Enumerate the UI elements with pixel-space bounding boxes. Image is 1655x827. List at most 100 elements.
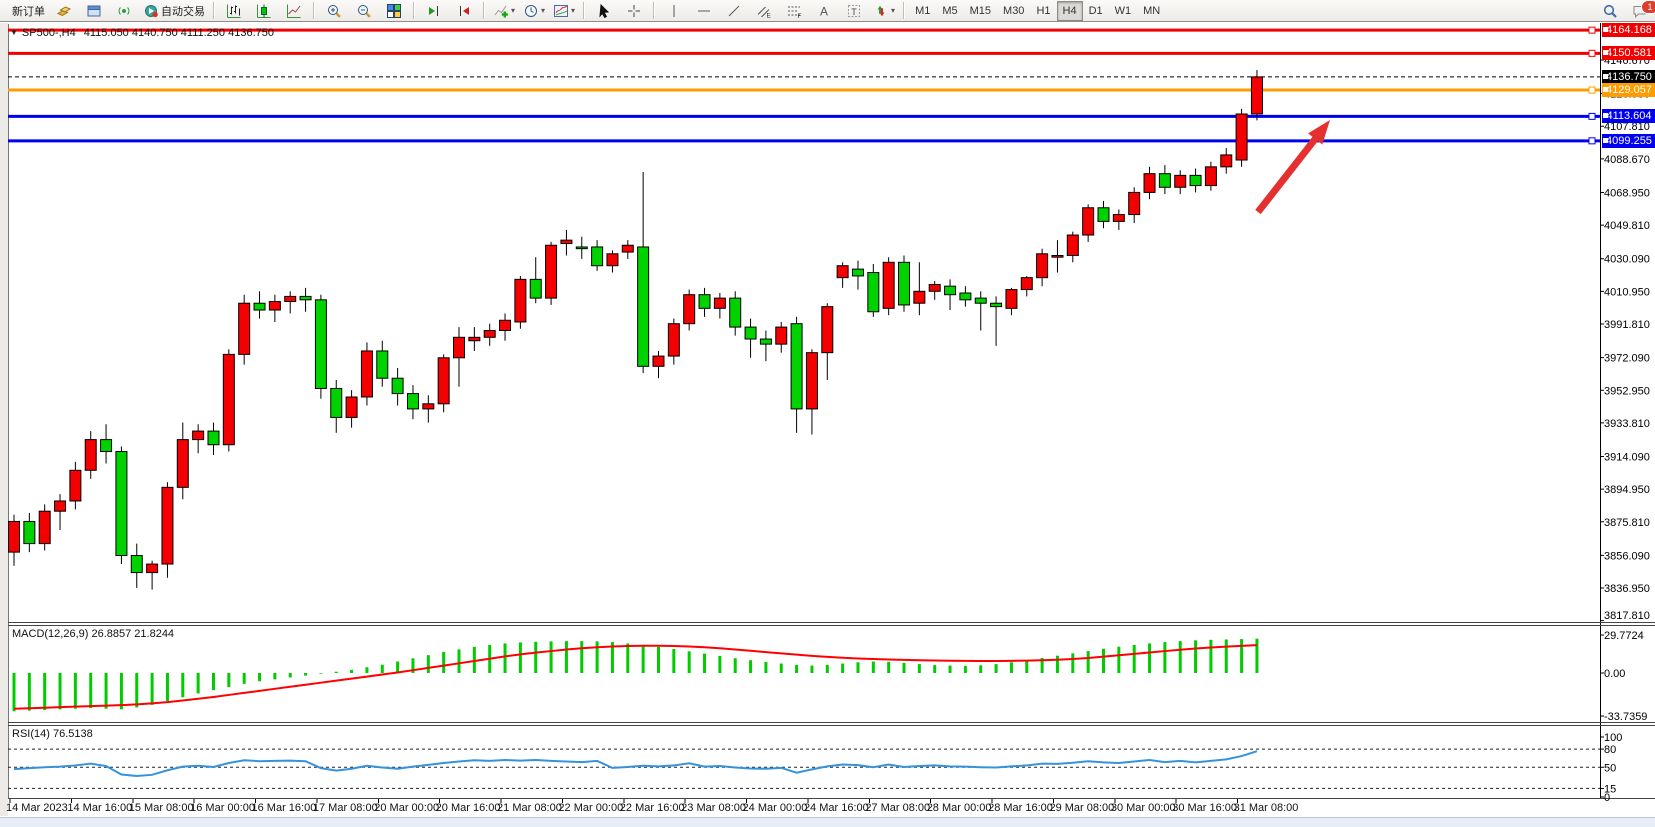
chevron-down-icon: ▾ xyxy=(571,6,576,15)
equidistant-channel-button[interactable]: E xyxy=(749,0,779,22)
horizontal-line-button[interactable] xyxy=(689,0,719,22)
chart-shift-button[interactable] xyxy=(419,0,449,22)
indicators-button[interactable]: ▾ xyxy=(489,0,519,22)
time-axis: 14 Mar 2023 14 Mar 16:00 15 Mar 08:00 16 Ma… xyxy=(0,801,1655,816)
time-label: 23 Mar 08:00 xyxy=(681,802,746,814)
svg-text:-33.7359: -33.7359 xyxy=(1604,711,1647,723)
macd-panel[interactable] xyxy=(12,638,1259,712)
chart-menu-icon[interactable]: ▼ xyxy=(10,28,18,37)
svg-text:4030.090: 4030.090 xyxy=(1604,254,1650,266)
time-label: 17 Mar 08:00 xyxy=(312,802,378,814)
timeframe-h1-button[interactable]: H1 xyxy=(1036,4,1051,17)
price-badge-4129.057: 4129.057 xyxy=(1602,83,1655,98)
auto-trading-button[interactable]: 自动交易 xyxy=(139,0,209,22)
cursor-button[interactable] xyxy=(589,0,619,22)
time-label: 21 Mar 08:00 xyxy=(497,802,562,814)
auto-trading-icon xyxy=(143,3,159,19)
price-badge-4136.750: 4136.750 xyxy=(1602,69,1655,84)
trend-arrow[interactable] xyxy=(1255,120,1330,215)
line-chart-button[interactable] xyxy=(279,0,309,22)
svg-text:3836.950: 3836.950 xyxy=(1604,583,1650,595)
svg-text:4068.950: 4068.950 xyxy=(1604,187,1650,199)
hline-4150.581[interactable] xyxy=(8,49,1600,57)
market-watch-icon xyxy=(56,3,72,19)
trend-line-icon xyxy=(726,3,742,19)
time-label: 16 Mar 00:00 xyxy=(190,802,255,814)
signals-icon xyxy=(116,3,132,19)
hline-4164.168[interactable] xyxy=(8,26,1600,34)
fibonacci-button[interactable]: F xyxy=(779,0,809,22)
hline-handle xyxy=(1588,86,1596,94)
periods-button[interactable]: ▾ xyxy=(519,0,549,22)
tile-windows-button[interactable] xyxy=(379,0,409,22)
trend-line-button[interactable] xyxy=(719,0,749,22)
arrows-button[interactable]: ▾ xyxy=(869,0,899,22)
svg-text:A: A xyxy=(820,4,828,18)
bar-chart-button[interactable] xyxy=(219,0,249,22)
timeframe-mn-button[interactable]: MN xyxy=(1143,4,1161,17)
hline-4099.255[interactable] xyxy=(8,137,1600,145)
auto-trading-label: 自动交易 xyxy=(161,5,205,18)
timeframe-m15-button[interactable]: M15 xyxy=(969,4,992,17)
time-label: 14 Mar 2023 xyxy=(6,802,68,814)
time-label: 27 Mar 08:00 xyxy=(865,802,931,814)
signals-button[interactable] xyxy=(109,0,139,22)
macd-indicator-label: MACD(12,26,9) 26.8857 21.8244 xyxy=(12,628,175,640)
zoom-in-button[interactable] xyxy=(319,0,349,22)
chart-canvas[interactable]: 4146.6704126.9304107.8104088.6704068.950… xyxy=(0,23,1655,816)
toolbar-separator xyxy=(653,2,656,19)
new-order-button[interactable]: 新订单 xyxy=(6,0,49,22)
terminal-button[interactable] xyxy=(79,0,109,22)
time-label: 15 Mar 08:00 xyxy=(128,802,194,814)
fibonacci-icon: F xyxy=(786,3,802,19)
search-icon xyxy=(1602,3,1618,19)
time-label: 22 Mar 00:00 xyxy=(558,802,624,814)
main-toolbar: 新订单 自动交易 ▾ ▾ ▾ E F A T ▾ M1 M5 M15 M30 H1 H4 D1 W1 MN 1 xyxy=(0,0,1655,22)
macd-signal-line xyxy=(13,644,1257,710)
templates-button[interactable]: ▾ xyxy=(549,0,579,22)
text-button[interactable]: A xyxy=(809,0,839,22)
svg-text:4049.810: 4049.810 xyxy=(1604,220,1650,232)
timeframe-d1-button[interactable]: D1 xyxy=(1088,4,1103,17)
text-icon: A xyxy=(816,3,832,19)
svg-text:0: 0 xyxy=(1604,792,1610,804)
svg-text:4088.670: 4088.670 xyxy=(1604,154,1650,166)
hline-4113.604[interactable] xyxy=(8,112,1600,120)
chat-button[interactable]: 1 xyxy=(1625,0,1655,22)
market-watch-button[interactable] xyxy=(49,0,79,22)
hline-handle xyxy=(1588,112,1596,120)
candlestick-chart-button[interactable] xyxy=(249,0,279,22)
svg-text:3933.810: 3933.810 xyxy=(1604,418,1650,430)
search-button[interactable] xyxy=(1595,0,1625,22)
text-label-button[interactable]: T xyxy=(839,0,869,22)
auto-scroll-button[interactable] xyxy=(449,0,479,22)
price-badge-4150.581: 4150.581 xyxy=(1602,46,1655,61)
timeframe-w1-button[interactable]: W1 xyxy=(1114,4,1132,17)
status-strip xyxy=(0,817,1655,827)
vertical-line-button[interactable] xyxy=(659,0,689,22)
toolbar-separator xyxy=(483,2,485,19)
crosshair-button[interactable] xyxy=(619,0,649,22)
svg-text:0.00: 0.00 xyxy=(1604,668,1625,680)
horizontal-lines xyxy=(8,26,1600,145)
toolbar-separator xyxy=(903,2,906,19)
timeframe-m5-button[interactable]: M5 xyxy=(942,4,958,17)
svg-text:80: 80 xyxy=(1604,744,1616,756)
zoom-out-button[interactable] xyxy=(349,0,379,22)
price-badge-4099.255: 4099.255 xyxy=(1602,133,1655,148)
timeframe-m1-button[interactable]: M1 xyxy=(915,4,931,17)
svg-text:4010.950: 4010.950 xyxy=(1604,286,1650,298)
timeframe-m30-button[interactable]: M30 xyxy=(1003,4,1025,17)
timeframe-h4-button[interactable]: H4 xyxy=(1056,0,1083,21)
toolbar-separator xyxy=(583,2,586,19)
price-badge-4113.604: 4113.604 xyxy=(1602,109,1655,124)
equidistant-channel-icon: E xyxy=(756,3,772,19)
svg-text:3856.090: 3856.090 xyxy=(1604,550,1650,562)
hline-4129.057[interactable] xyxy=(8,86,1600,94)
candles xyxy=(8,70,1263,590)
line-chart-icon xyxy=(286,3,302,19)
time-label: 20 Mar 00:00 xyxy=(374,802,440,814)
time-label: 14 Mar 16:00 xyxy=(67,802,133,814)
